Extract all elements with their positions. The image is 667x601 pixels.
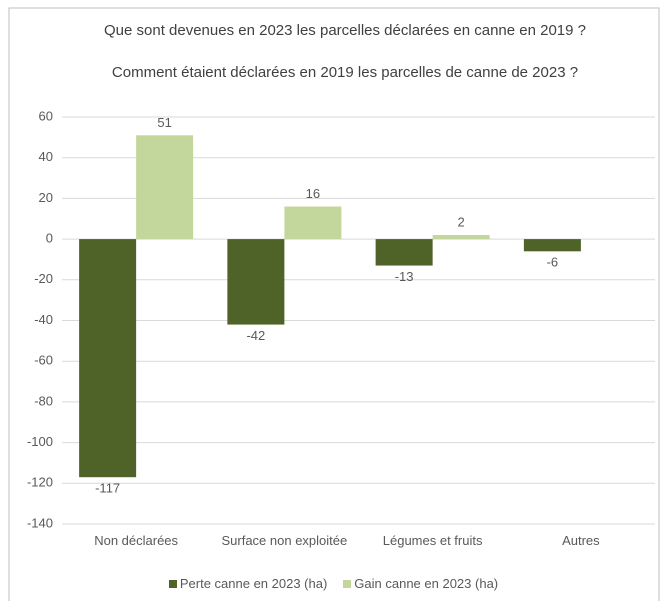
bar <box>136 135 194 240</box>
bar <box>432 235 490 240</box>
data-label: 16 <box>306 186 320 201</box>
y-tick-label: 40 <box>39 149 53 164</box>
legend-label: Gain canne en 2023 (ha) <box>354 576 499 591</box>
frame <box>8 7 660 601</box>
legend-item: Gain canne en 2023 (ha) <box>343 576 498 591</box>
bar <box>523 239 581 252</box>
y-tick-label: -140 <box>27 515 53 530</box>
bar <box>227 239 285 325</box>
x-tick-label: Non déclarées <box>94 533 179 548</box>
y-tick-label: 20 <box>39 190 53 205</box>
bar <box>79 239 137 478</box>
chart-title: Que sont devenues en 2023 les parcelles … <box>103 22 586 39</box>
data-label: 2 <box>458 214 465 229</box>
y-tick-label: -80 <box>34 393 53 408</box>
bar <box>284 206 342 240</box>
y-tick-label: -60 <box>34 353 53 368</box>
legend-label: Perte canne en 2023 (ha) <box>179 576 328 591</box>
data-label: -6 <box>547 255 559 270</box>
y-tick-label: 60 <box>39 108 53 123</box>
chart-subtitle: Comment étaient déclarées en 2019 les pa… <box>111 64 579 81</box>
bar <box>375 239 433 266</box>
y-tick-label: 0 <box>46 231 53 246</box>
data-label: -42 <box>246 328 265 343</box>
legend-item: Perte canne en 2023 (ha) <box>168 576 328 591</box>
legend-swatch <box>343 580 352 588</box>
legend: Perte canne en 2023 (ha) Gain canne en 20… <box>0 576 667 591</box>
data-label: 51 <box>157 115 171 130</box>
data-label: -13 <box>395 269 414 284</box>
x-tick-label: Autres <box>562 533 600 548</box>
y-tick-label: -120 <box>27 475 53 490</box>
x-tick-label: Légumes et fruits <box>382 533 483 548</box>
data-label: -117 <box>95 481 120 496</box>
legend-swatch <box>168 580 177 588</box>
x-tick-label: Surface non exploitée <box>221 533 348 548</box>
y-tick-label: -40 <box>34 312 53 327</box>
y-tick-label: -20 <box>34 271 53 286</box>
y-tick-label: -100 <box>27 434 53 449</box>
